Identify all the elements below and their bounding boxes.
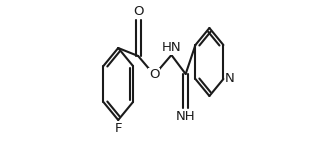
Text: O: O — [133, 5, 143, 19]
Text: HN: HN — [162, 41, 181, 54]
Text: O: O — [149, 69, 160, 81]
Text: N: N — [225, 73, 235, 85]
Text: NH: NH — [176, 110, 196, 123]
Text: F: F — [115, 122, 122, 135]
